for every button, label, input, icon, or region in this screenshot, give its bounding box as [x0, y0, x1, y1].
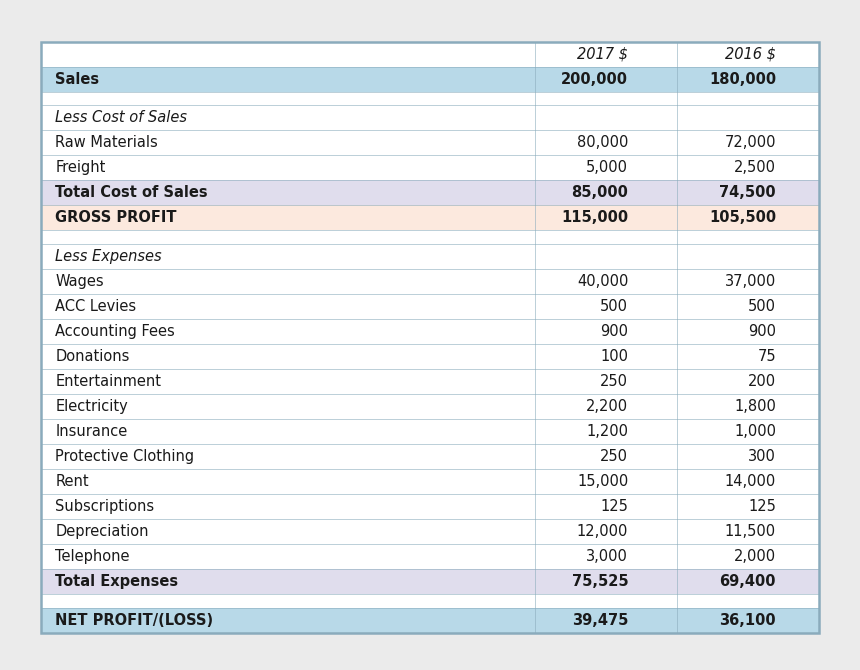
Text: Less Expenses: Less Expenses	[55, 249, 162, 264]
Text: 39,475: 39,475	[572, 613, 629, 628]
Text: Telephone: Telephone	[55, 549, 130, 564]
Text: 2,500: 2,500	[734, 160, 776, 176]
Text: 250: 250	[600, 375, 629, 389]
Text: Subscriptions: Subscriptions	[55, 499, 155, 515]
Text: 15,000: 15,000	[577, 474, 629, 489]
Text: 200: 200	[748, 375, 776, 389]
Text: 80,000: 80,000	[577, 135, 629, 150]
Text: 36,100: 36,100	[719, 613, 776, 628]
Text: Insurance: Insurance	[55, 424, 127, 440]
Text: Protective Clothing: Protective Clothing	[55, 450, 194, 464]
Text: GROSS PROFIT: GROSS PROFIT	[55, 210, 177, 225]
Text: 1,000: 1,000	[734, 424, 776, 440]
Text: Depreciation: Depreciation	[55, 525, 149, 539]
Bar	[41, 92, 819, 105]
Bar	[41, 419, 819, 444]
Text: 180,000: 180,000	[709, 72, 776, 86]
Text: NET PROFIT/(LOSS): NET PROFIT/(LOSS)	[55, 613, 213, 628]
Text: 250: 250	[600, 450, 629, 464]
Text: 200,000: 200,000	[562, 72, 629, 86]
Bar	[41, 494, 819, 519]
Text: Raw Materials: Raw Materials	[55, 135, 158, 150]
Bar	[41, 469, 819, 494]
Text: 75: 75	[758, 349, 776, 364]
Text: 2016 $: 2016 $	[725, 46, 776, 62]
Text: 5,000: 5,000	[587, 160, 629, 176]
Text: 900: 900	[748, 324, 776, 339]
Text: 3,000: 3,000	[587, 549, 629, 564]
Bar	[41, 105, 819, 131]
Bar	[41, 544, 819, 570]
Text: Less Cost of Sales: Less Cost of Sales	[55, 111, 187, 125]
Bar	[41, 42, 819, 633]
Text: 2017 $: 2017 $	[577, 46, 629, 62]
Text: 72,000: 72,000	[724, 135, 776, 150]
Text: 125: 125	[748, 499, 776, 515]
Text: 125: 125	[600, 499, 629, 515]
Bar	[41, 608, 819, 633]
Text: 100: 100	[600, 349, 629, 364]
Bar	[41, 294, 819, 319]
Bar	[41, 155, 819, 180]
Text: 500: 500	[600, 299, 629, 314]
Bar	[41, 206, 819, 230]
Bar	[41, 269, 819, 294]
Bar	[41, 519, 819, 544]
Text: 300: 300	[748, 450, 776, 464]
Text: Total Cost of Sales: Total Cost of Sales	[55, 186, 208, 200]
Text: 115,000: 115,000	[561, 210, 629, 225]
Text: 69,400: 69,400	[720, 574, 776, 590]
Text: 1,800: 1,800	[734, 399, 776, 414]
Text: 2,200: 2,200	[587, 399, 629, 414]
Text: 2,000: 2,000	[734, 549, 776, 564]
Text: 900: 900	[600, 324, 629, 339]
Bar	[41, 319, 819, 344]
Text: Sales: Sales	[55, 72, 100, 86]
Text: 1,200: 1,200	[587, 424, 629, 440]
Text: 105,500: 105,500	[709, 210, 776, 225]
Text: Accounting Fees: Accounting Fees	[55, 324, 175, 339]
Text: 500: 500	[748, 299, 776, 314]
Text: ACC Levies: ACC Levies	[55, 299, 137, 314]
Text: 11,500: 11,500	[725, 525, 776, 539]
Text: 37,000: 37,000	[725, 274, 776, 289]
Text: 85,000: 85,000	[571, 186, 629, 200]
Text: 40,000: 40,000	[577, 274, 629, 289]
Bar	[41, 444, 819, 469]
Bar	[41, 42, 819, 66]
Text: 75,525: 75,525	[572, 574, 629, 590]
Bar	[41, 230, 819, 244]
Text: Total Expenses: Total Expenses	[55, 574, 178, 590]
Bar	[41, 594, 819, 608]
Text: Rent: Rent	[55, 474, 89, 489]
Bar	[41, 344, 819, 369]
Text: Donations: Donations	[55, 349, 130, 364]
Bar	[41, 180, 819, 206]
Text: Entertainment: Entertainment	[55, 375, 162, 389]
Bar	[41, 394, 819, 419]
Bar	[41, 42, 819, 633]
Bar	[41, 570, 819, 594]
Bar	[41, 369, 819, 394]
Bar	[41, 66, 819, 92]
Text: 12,000: 12,000	[577, 525, 629, 539]
Text: 74,500: 74,500	[719, 186, 776, 200]
Text: Electricity: Electricity	[55, 399, 128, 414]
Bar	[41, 244, 819, 269]
Bar	[41, 131, 819, 155]
Text: Wages: Wages	[55, 274, 104, 289]
Text: 14,000: 14,000	[725, 474, 776, 489]
Text: Freight: Freight	[55, 160, 106, 176]
